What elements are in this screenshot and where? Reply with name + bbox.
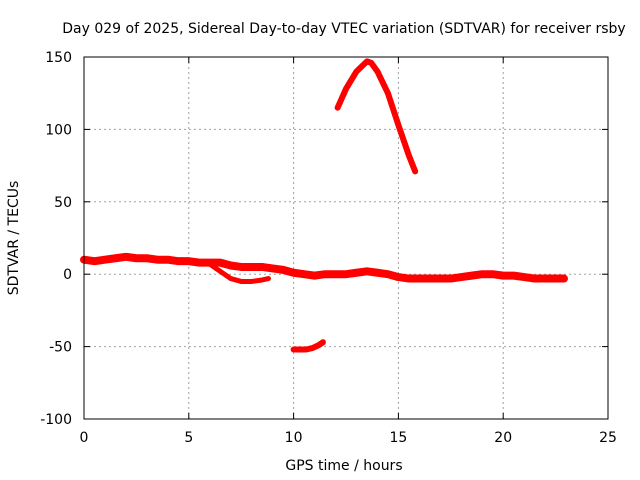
tick-label-layer: 0 5 10 15 20 25 -100 -50 0 50 100 150 xyxy=(40,50,617,446)
x-tick-label: 25 xyxy=(599,430,617,446)
y-tick-label: -100 xyxy=(40,412,72,428)
x-tick-label: 20 xyxy=(494,430,512,446)
series-lower-branch xyxy=(207,261,271,284)
y-tick-label: 0 xyxy=(63,267,72,283)
x-tick-label: 15 xyxy=(389,430,407,446)
series-main-band xyxy=(80,252,568,283)
series-negative-segment xyxy=(290,339,326,353)
tick-layer xyxy=(83,56,609,420)
y-tick-label: 100 xyxy=(45,122,72,138)
y-axis-label: SDTVAR / TECUs xyxy=(6,181,22,296)
chart-title: Day 029 of 2025, Sidereal Day-to-day VTE… xyxy=(62,21,625,37)
x-axis-label: GPS time / hours xyxy=(285,458,402,474)
y-tick-label: -50 xyxy=(49,340,72,356)
series-upper-arc xyxy=(334,58,419,175)
series-layer xyxy=(80,58,568,353)
plot-frame xyxy=(83,56,609,420)
x-tick-label: 0 xyxy=(80,430,89,446)
x-tick-label: 5 xyxy=(184,430,193,446)
y-tick-label: 150 xyxy=(45,50,72,66)
y-tick-label: 50 xyxy=(54,195,72,211)
x-tick-label: 10 xyxy=(285,430,303,446)
